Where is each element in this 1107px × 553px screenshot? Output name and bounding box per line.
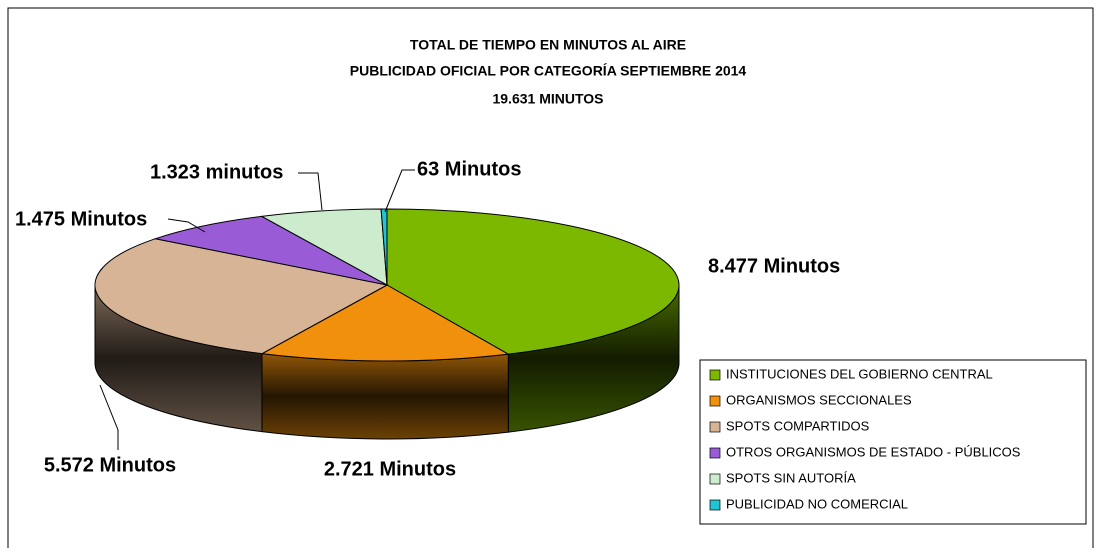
legend-swatch	[709, 473, 721, 485]
data-label: 8.477 Minutos	[708, 255, 840, 277]
legend-label: PUBLICIDAD NO COMERCIAL	[726, 496, 908, 511]
leader-line	[167, 218, 206, 233]
chart-total: 19.631 MINUTOS	[492, 91, 603, 107]
chart-title: TOTAL DE TIEMPO EN MINUTOS AL AIRE	[410, 37, 686, 53]
pie-slice	[260, 208, 388, 286]
data-label: 1.475 Minutos	[15, 208, 147, 230]
data-label: 63 Minutos	[417, 158, 521, 180]
legend-swatch	[709, 395, 721, 407]
legend-label: INSTITUCIONES DEL GOBIERNO CENTRAL	[726, 366, 993, 381]
pie-slice	[153, 215, 388, 286]
pie-slice	[386, 208, 680, 355]
legend-box	[699, 359, 1087, 525]
pie-side	[261, 353, 509, 440]
pie-slice	[260, 284, 510, 362]
legend-swatch	[709, 421, 721, 433]
legend-swatch	[709, 499, 721, 511]
data-label: 5.572 Minutos	[44, 454, 176, 476]
data-label: 1.323 minutos	[150, 161, 283, 183]
legend-label: SPOTS SIN AUTORÍA	[726, 470, 856, 485]
legend-label: ORGANISMOS SECCIONALES	[726, 392, 912, 407]
chart-subtitle: PUBLICIDAD OFICIAL POR CATEGORÍA SEPTIEM…	[350, 63, 747, 79]
pie-slice	[380, 208, 388, 286]
legend-swatch	[709, 369, 721, 381]
data-label: 2.721 Minutos	[324, 458, 456, 480]
legend-label: SPOTS COMPARTIDOS	[726, 418, 870, 433]
legend-label: OTROS ORGANISMOS DE ESTADO - PÚBLICOS	[726, 444, 1021, 459]
legend-swatch	[709, 447, 721, 459]
leader-line	[384, 169, 415, 213]
leader-line	[298, 172, 323, 211]
leader-line	[99, 384, 119, 450]
pie-slice	[94, 238, 389, 355]
